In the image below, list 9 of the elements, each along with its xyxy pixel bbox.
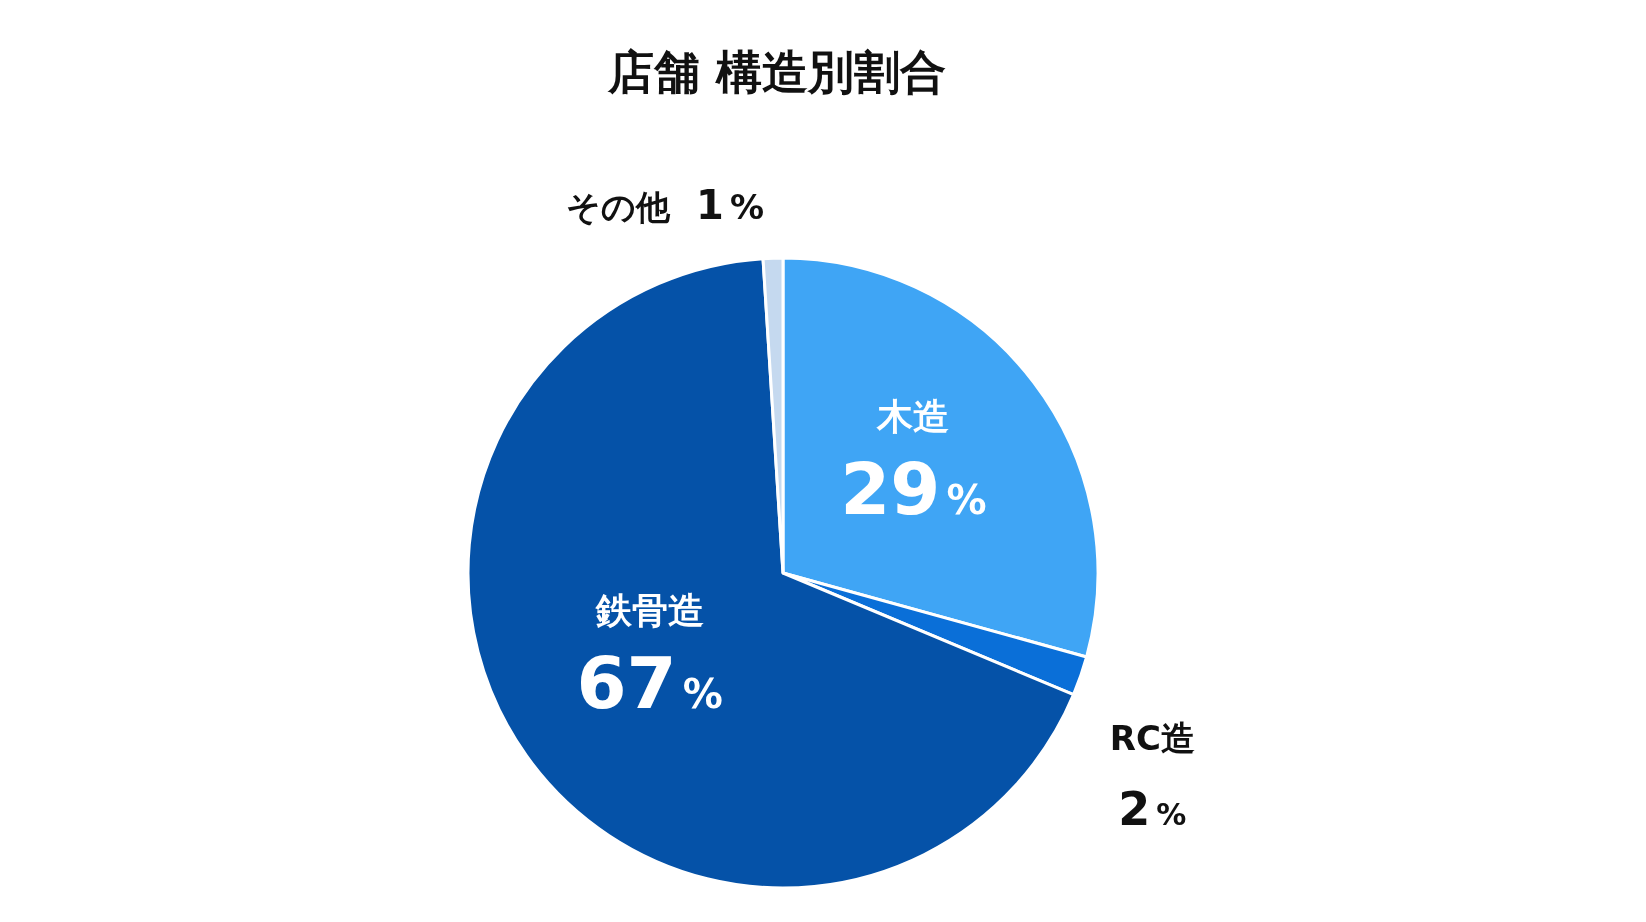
slice-label: 木造 xyxy=(876,395,950,437)
chart-title: 店舗 構造別割合 xyxy=(606,45,947,99)
slice-label: 鉄骨造 xyxy=(594,590,704,632)
slice-label: RC造 xyxy=(1109,718,1195,759)
data-label: 29% xyxy=(840,446,987,531)
data-label: 2% xyxy=(1118,782,1187,837)
data-label: 1% xyxy=(696,181,765,228)
data-label: 67% xyxy=(576,641,723,726)
slice-label: その他 xyxy=(566,186,683,227)
